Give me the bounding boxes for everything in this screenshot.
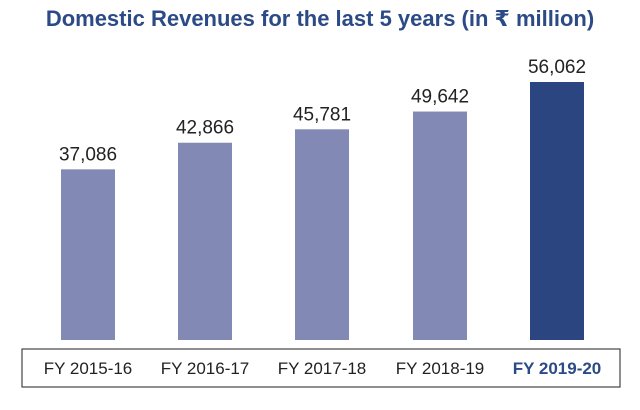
category-tick-label: FY 2016-17 [161,359,250,378]
value-label: 42,866 [176,118,234,139]
category-tick-label: FY 2015-16 [44,359,133,378]
value-label: 49,642 [411,87,469,108]
category-tick-labels: FY 2015-16 FY 2016-17 FY 2017-18 FY 2018-19… [44,359,602,378]
value-label: 45,781 [293,104,351,125]
category-tick-label: FY 2018-19 [396,359,485,378]
value-label: 56,062 [528,57,586,78]
category-tick-label: FY 2019-20 [513,359,602,378]
value-labels-group: 37,086 42,866 45,781 49,642 56,062 [59,57,586,165]
chart-title: Domestic Revenues for the last 5 years (… [45,6,595,31]
bar-fy-2017-18 [295,129,349,340]
category-axis-box [21,348,621,388]
bar-fy-2016-17 [178,142,232,340]
bar-fy-2015-16 [61,169,115,340]
category-tick-label: FY 2017-18 [278,359,367,378]
bars-group [61,82,584,341]
value-label: 37,086 [59,144,117,165]
bar-fy-2019-20 [530,82,584,340]
bar-fy-2018-19 [413,111,467,341]
